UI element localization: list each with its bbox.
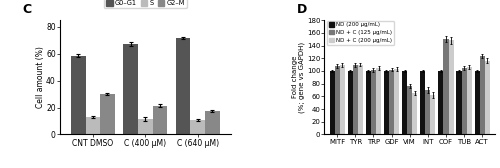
Bar [124,44,138,134]
Bar [462,68,466,134]
Bar [348,71,352,134]
Bar [430,95,436,134]
Bar [426,90,430,134]
Bar [466,67,472,134]
Bar [352,65,358,134]
Y-axis label: Cell amount (%): Cell amount (%) [36,46,44,108]
Bar [389,70,394,134]
Text: C: C [22,3,32,16]
Bar [138,119,152,134]
Bar [366,71,371,134]
Bar [394,69,399,134]
Bar [384,71,389,134]
Bar [485,61,490,134]
Bar [86,117,100,134]
Bar [402,71,407,134]
Bar [176,38,190,134]
Bar [190,120,205,134]
Legend: G0–G1, S, G2–M: G0–G1, S, G2–M [104,0,186,8]
Y-axis label: Fold change
(%; gene vs GAPDH): Fold change (%; gene vs GAPDH) [292,42,306,113]
Bar [152,106,167,134]
Bar [340,65,345,134]
Bar [330,71,334,134]
Bar [456,71,462,134]
Bar [371,70,376,134]
Legend: ND (200 μg/mL), ND + C (125 μg/mL), ND + C (200 μg/mL): ND (200 μg/mL), ND + C (125 μg/mL), ND +… [327,21,394,45]
Bar [71,56,86,134]
Text: D: D [297,3,308,16]
Bar [480,56,485,134]
Bar [376,68,381,134]
Bar [444,39,448,134]
Bar [412,93,418,134]
Bar [438,71,444,134]
Bar [448,40,454,134]
Bar [420,71,426,134]
Bar [474,71,480,134]
Bar [100,94,114,134]
Bar [407,86,412,134]
Bar [358,65,363,134]
Bar [205,111,220,134]
Bar [334,66,340,134]
